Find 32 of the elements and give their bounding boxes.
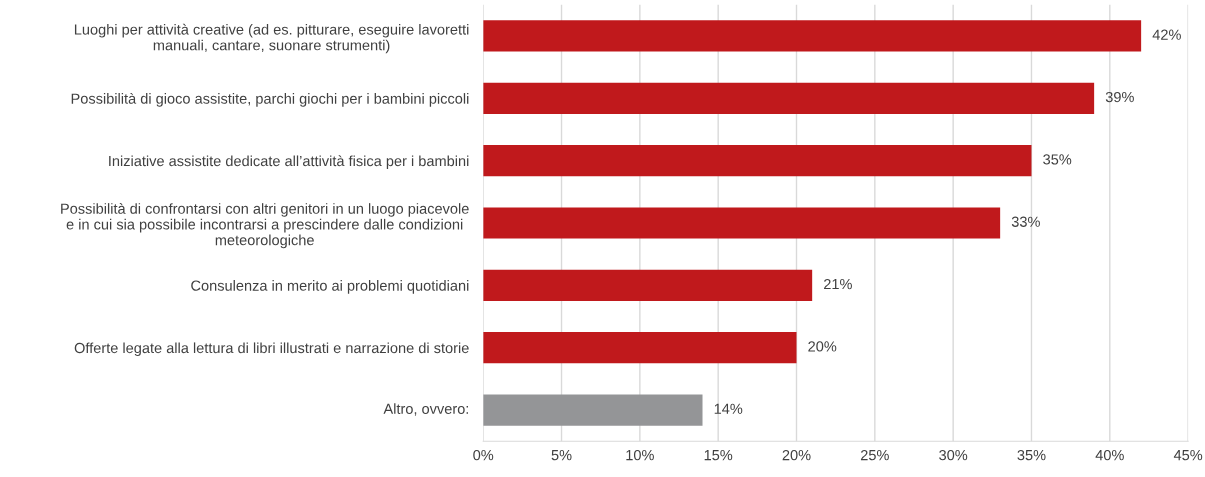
bar [483,20,1142,52]
data-label: 21% [824,278,852,290]
x-tick-label: 5% [551,450,572,461]
x-tick-label: 0% [473,449,494,461]
x-tick-label: 45% [1173,450,1203,461]
x-tick-label: 10% [626,449,654,461]
data-label: 20% [808,341,837,352]
x-tick-label: 15% [704,450,733,461]
text: : [466,406,468,414]
bar [483,332,797,364]
y-tick-label: Luoghi per attività creative (ad es. pitturare, eseguire lavoretti manuali, cantare, suonare strumenti) [74,23,469,54]
bar [483,269,813,301]
y-tick-label: Possibilità di confrontarsi con altri genitori in un luogo piacevole e in cui sia possibile incontrarsi a prescindere dalle condizioni meteorologiche [61,202,469,249]
y-tick-label: Iniziative assistite dedicate all’attività fisica per i bambini [109,155,469,170]
data-label: 42% [1152,29,1181,40]
y-tick-label: Consulenza in merito ai problemi quotidiani [191,280,469,294]
bar [483,394,703,426]
y-tick-label: Possibilità di gioco assistite, parchi giochi per i bambini piccoli [71,92,469,107]
data-label: 35% [1043,154,1072,165]
x-tick-label: 25% [860,449,889,461]
x-tick-label: 35% [1017,449,1046,461]
x-tick-label: 20% [782,449,811,461]
bar [483,82,1095,114]
bar [483,145,1032,177]
y-tick-label: Altro, ovvero [383,403,465,416]
x-tick-label: 30% [939,449,968,461]
x-tick-label: 40% [1095,449,1124,461]
bar [483,207,1001,239]
data-label: 14% [714,403,743,414]
data-label: 39% [1105,91,1134,103]
data-label: 33% [1011,216,1040,227]
y-tick-label: Offerte legate alla lettura di libri illustrati e narrazione di storie [74,342,469,357]
